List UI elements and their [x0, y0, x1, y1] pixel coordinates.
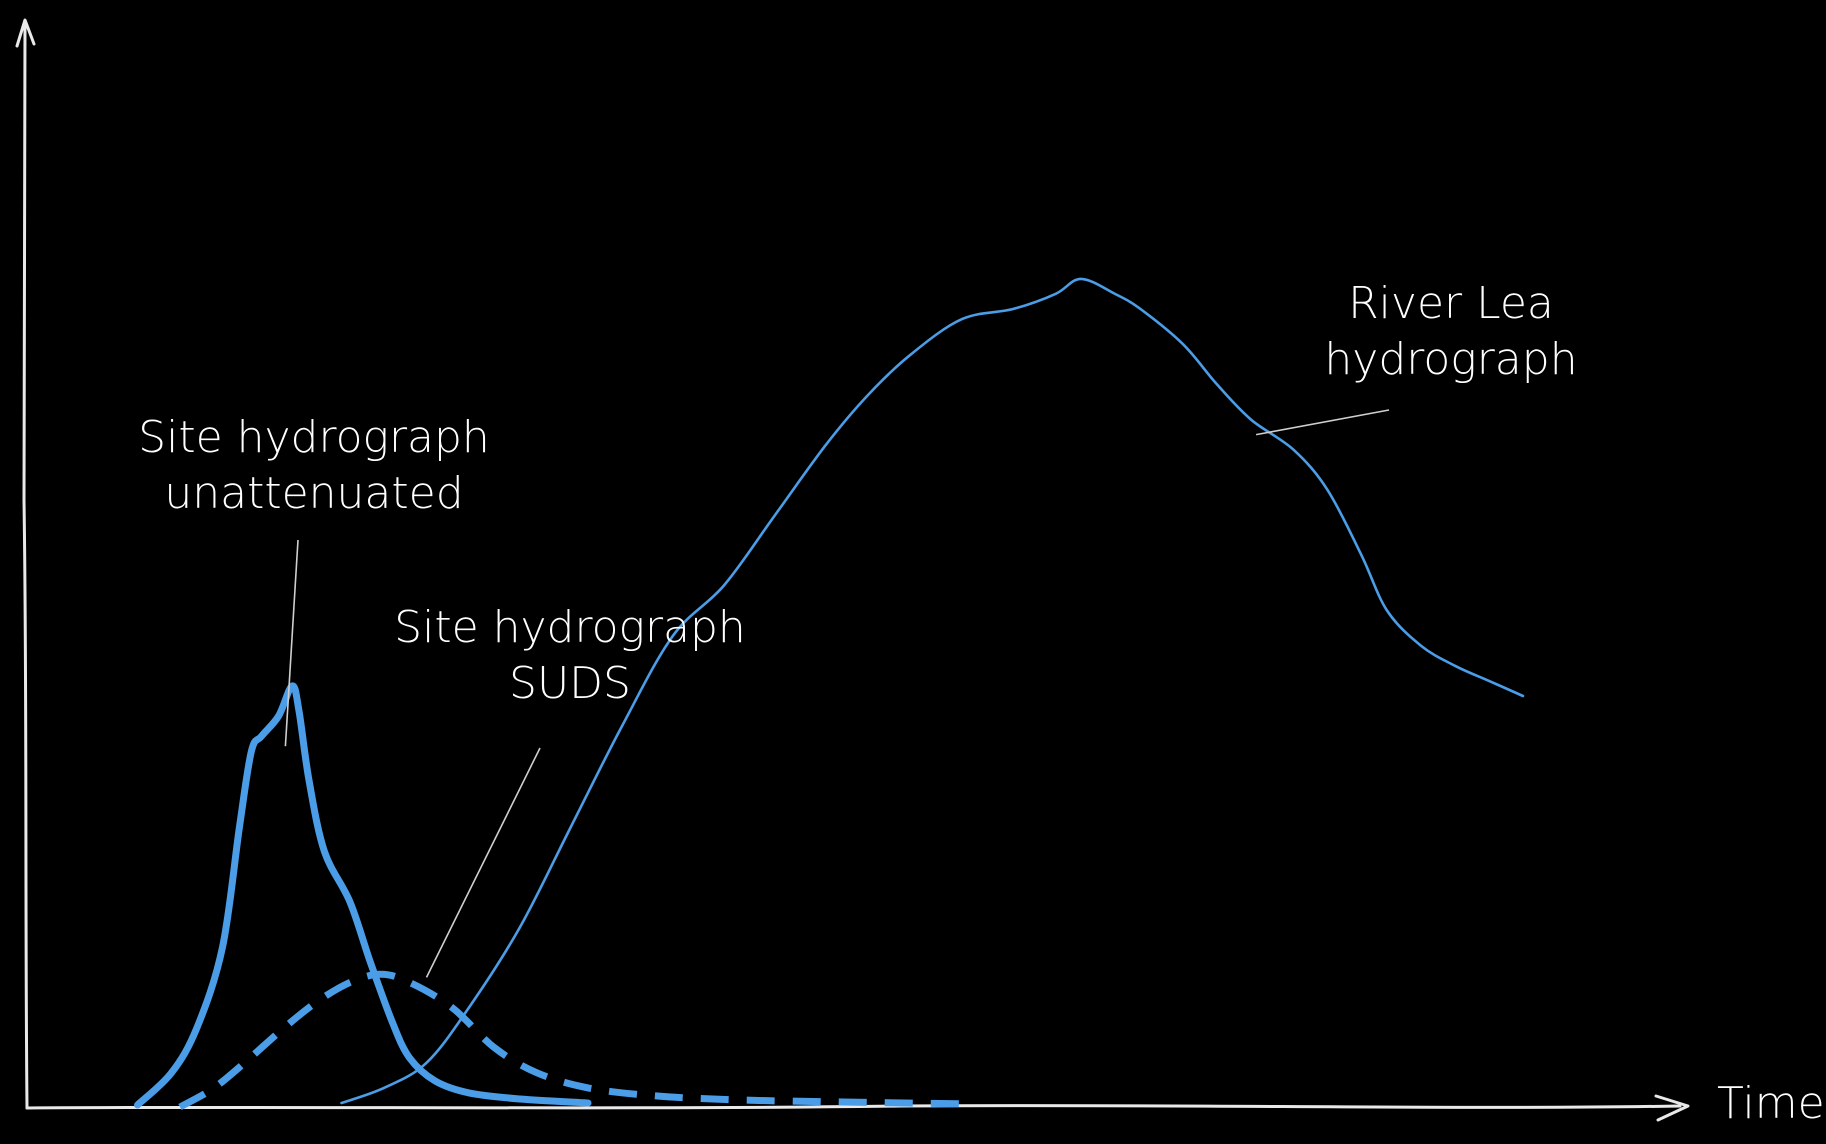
- annotation-leader-line: [425, 747, 541, 978]
- annotation-label-line: hydrograph: [1324, 334, 1577, 385]
- annotation-label-line: River Lea: [1348, 278, 1554, 329]
- y-axis-arrowhead-icon: [15, 18, 36, 48]
- series-line-river-lea-hydrograph: [340, 277, 1525, 1105]
- series-line-site-hydrograph-unattenuated: [134, 682, 592, 1109]
- series-line-site-hydrograph-suds: [178, 970, 971, 1111]
- annotation-label-line: Site hydrograph: [394, 602, 746, 653]
- annotation-leader-line: [1255, 409, 1390, 436]
- annotation-leader-line: [284, 539, 299, 747]
- y-axis-line: [22, 22, 29, 1110]
- annotation-label-line: SUDS: [509, 658, 631, 709]
- x-axis-line: [25, 1104, 1682, 1110]
- annotation-label-line: Site hydrograph: [138, 412, 490, 463]
- axes: Time: [15, 18, 1825, 1129]
- x-axis-arrowhead-icon: [1654, 1094, 1690, 1122]
- x-axis-label: Time: [1717, 1078, 1825, 1129]
- series-group: [134, 277, 1525, 1111]
- annotation-label-line: unattenuated: [164, 468, 463, 519]
